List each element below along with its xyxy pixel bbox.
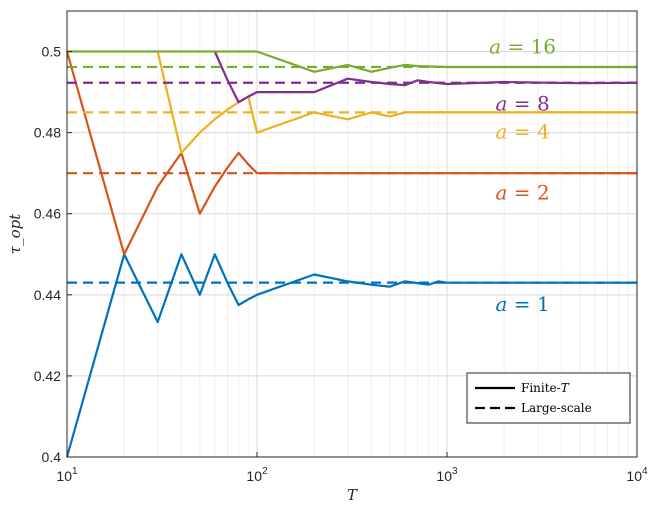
finite-line-a2 xyxy=(65,51,637,256)
x-tick-exponent: 2 xyxy=(262,466,268,477)
x-axis-label: T xyxy=(347,486,358,504)
finite-line-a8 xyxy=(213,51,638,104)
y-tick-label: 0.5 xyxy=(42,44,62,60)
finite-line-a4 xyxy=(156,51,637,154)
legend-entry-dashed: Large-scale xyxy=(521,401,592,415)
x-tick-exponent: 4 xyxy=(642,466,648,477)
x-tick-base: 10 xyxy=(626,468,642,484)
x-tick-exponent: 1 xyxy=(72,466,78,477)
series-label-a8: a = 8 xyxy=(496,91,550,115)
y-tick-label: 0.44 xyxy=(34,287,61,303)
legend-entry-solid: Finite-T xyxy=(521,381,570,395)
legend: Finite-T Large-scale xyxy=(466,372,631,424)
x-tick-base: 10 xyxy=(246,468,262,484)
y-axis-label: τ_opt xyxy=(6,213,24,254)
x-tick-base: 10 xyxy=(436,468,452,484)
series-label-a16: a = 16 xyxy=(489,35,556,59)
series-labels: a = 1 a = 2 a = 4 a = 8 a = 16 xyxy=(489,35,556,316)
y-axis-label-main: τ_opt xyxy=(6,213,24,254)
y-tick-label: 0.48 xyxy=(34,125,61,141)
plot-frame xyxy=(66,10,638,458)
y-tick-label: 0.4 xyxy=(42,449,62,465)
series-label-a1: a = 1 xyxy=(496,292,550,316)
finite-line-a1 xyxy=(65,253,637,458)
x-tick-label: 103 xyxy=(436,466,458,484)
legend-box xyxy=(466,372,631,424)
series-layer xyxy=(65,50,638,458)
x-tick-label: 104 xyxy=(626,466,648,484)
x-tick-label: 102 xyxy=(246,466,268,484)
finite-line-a16 xyxy=(67,50,637,73)
x-tick-base: 10 xyxy=(56,468,72,484)
series-label-a4: a = 4 xyxy=(496,120,550,144)
x-tick-label: 101 xyxy=(56,466,78,484)
x-tick-exponent: 3 xyxy=(452,466,458,477)
y-tick-label: 0.46 xyxy=(34,206,61,222)
y-tick-label: 0.42 xyxy=(34,368,61,384)
series-label-a2: a = 2 xyxy=(496,181,550,205)
